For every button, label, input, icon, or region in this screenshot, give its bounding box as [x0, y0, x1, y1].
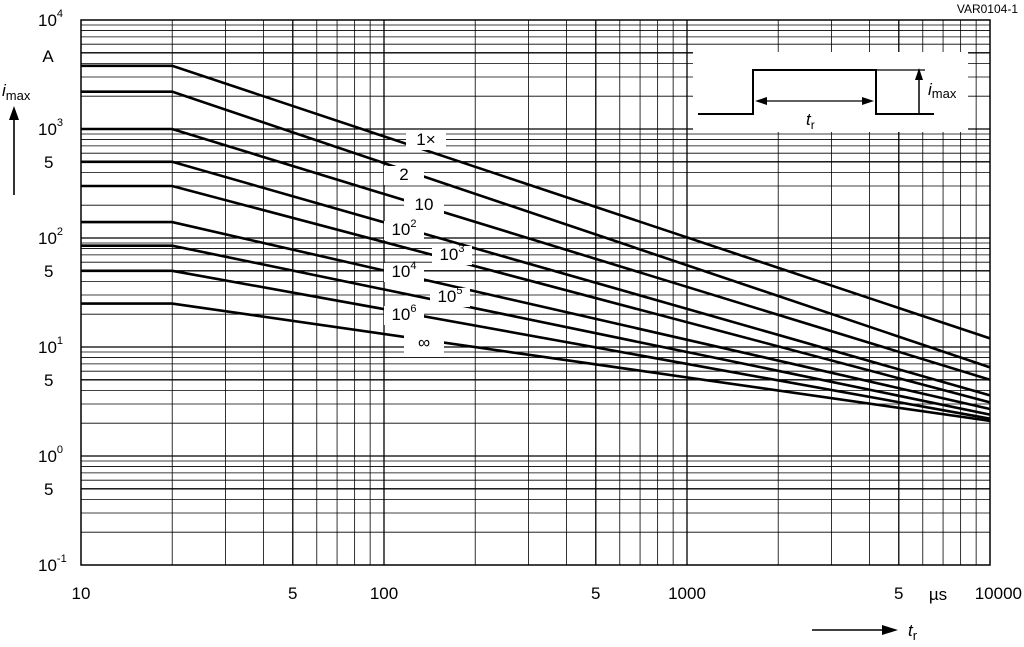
series-line: [81, 160, 991, 397]
series-line: [81, 127, 991, 382]
x-axis-sub: r: [913, 628, 918, 643]
x-tick-label: 5: [288, 584, 297, 603]
x-tick-label: 10000: [975, 584, 1022, 603]
series-label-bg: [430, 288, 470, 307]
series-label-bg: [404, 196, 444, 215]
inset-pulse-symbol: t: [806, 110, 812, 129]
series-label-bg: [384, 221, 424, 240]
curves: 1× 2 10 102 103 104 105 106∞: [81, 64, 991, 423]
series-label: 10: [415, 195, 434, 214]
x-tick-labels: 10 5 100 5 1000 5 10000: [72, 584, 1022, 603]
x-tick-label: 10: [72, 584, 91, 603]
y-tick-label: 103: [38, 117, 63, 139]
x-tick-label: 100: [370, 584, 398, 603]
inset-amp-sub: max: [932, 86, 957, 101]
series-line: [81, 244, 991, 416]
svg-text:tr: tr: [908, 621, 918, 643]
y-tick-label: 5: [44, 371, 53, 390]
y-tick-label: 102: [38, 226, 63, 248]
series-line: [81, 90, 991, 369]
series-label-bg: [384, 166, 424, 185]
pulse-inset: tr imax: [693, 52, 968, 132]
series-line: [81, 302, 991, 423]
x-tick-label: 5: [894, 584, 903, 603]
inset-pulse-sub: r: [811, 118, 815, 132]
series-label-bg: [406, 131, 446, 150]
y-tick-label: 5: [44, 153, 53, 172]
y-tick-label: 5: [44, 480, 53, 499]
x-tick-label: 5: [591, 584, 600, 603]
y-tick-labels: 104 103 5 102 5 101 5 100 5 10-1: [38, 8, 67, 575]
svg-text:tr: tr: [806, 110, 815, 132]
series-line: [81, 269, 991, 420]
series-label: 2: [399, 165, 408, 184]
series-line: [81, 184, 991, 404]
y-tick-label: 104: [38, 8, 63, 30]
y-tick-label: 5: [44, 262, 53, 281]
series-label: 105: [437, 285, 462, 306]
series-label-bg: [432, 246, 472, 265]
series-label: 102: [391, 218, 416, 239]
x-axis-label: tr: [812, 621, 918, 643]
x-unit: µs: [929, 585, 947, 604]
y-tick-label: 10-1: [38, 553, 67, 575]
svg-text:imax: imax: [928, 80, 957, 101]
series-label: 103: [439, 243, 464, 264]
x-tick-label: 1000: [668, 584, 706, 603]
svg-text:imax: imax: [2, 81, 31, 103]
y-axis-symbol: i: [2, 81, 7, 100]
y-axis-label: imax: [2, 81, 31, 195]
y-axis-sub: max: [6, 88, 31, 103]
plot-frame: [80, 19, 991, 566]
series-line: [81, 64, 991, 340]
y-unit: A: [42, 47, 54, 66]
series-label: 104: [391, 260, 416, 281]
figure-id: VAR0104-1: [957, 2, 1018, 16]
inset-amp-symbol: i: [928, 80, 933, 99]
series-label-bg: [404, 334, 444, 353]
y-tick-label: 101: [38, 335, 63, 357]
series-label: 1×: [416, 130, 435, 149]
series-label: ∞: [418, 333, 430, 352]
y-tick-label: 100: [38, 444, 63, 466]
x-axis-symbol: t: [908, 621, 914, 640]
series-label: 106: [391, 303, 416, 324]
series-label-bg: [384, 263, 424, 282]
series-label-bg: [384, 306, 424, 325]
series-line: [81, 220, 991, 411]
